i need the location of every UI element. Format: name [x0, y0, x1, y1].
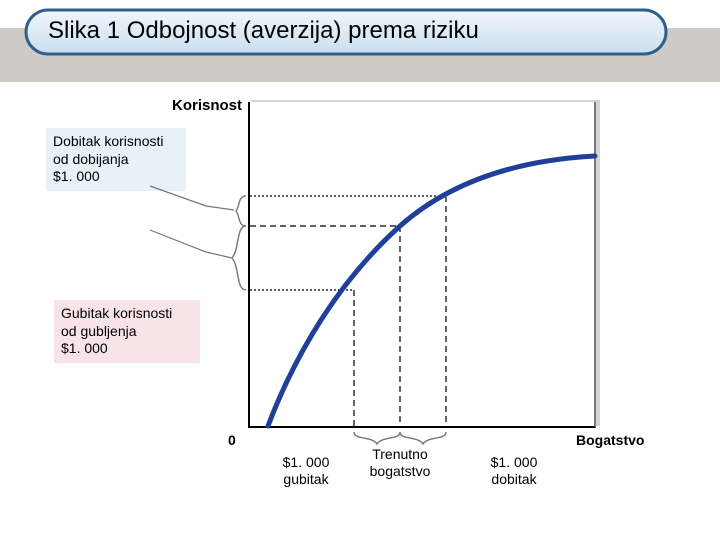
callout-loss-l1: Gubitak korisnosti: [61, 305, 193, 323]
callout-gain-l2: od dobijanja: [53, 151, 179, 169]
page-title: Slika 1 Odbojnost (averzija) prema rizik…: [26, 10, 666, 52]
x-gain-l1: $1. 000: [474, 454, 554, 471]
x-gain: $1. 000 dobitak: [474, 454, 554, 488]
x-loss-l2: gubitak: [266, 471, 346, 488]
page-root: Slika 1 Odbojnost (averzija) prema rizik…: [0, 0, 720, 540]
callout-gain-l3: $1. 000: [53, 168, 179, 186]
x-gain-l2: dobitak: [474, 471, 554, 488]
x-zero: 0: [228, 432, 236, 449]
callout-loss-l2: od gubljenja: [61, 323, 193, 341]
x-loss-l1: $1. 000: [266, 454, 346, 471]
x-current-l1: Trenutno: [352, 446, 448, 463]
x-loss: $1. 000 gubitak: [266, 454, 346, 488]
callout-gain: Dobitak korisnosti od dobijanja $1. 000: [46, 128, 186, 191]
callout-loss: Gubitak korisnosti od gubljenja $1. 000: [54, 300, 200, 363]
callout-gain-l1: Dobitak korisnosti: [53, 133, 179, 151]
plot-area: [248, 102, 596, 428]
x-current-l2: bogatstvo: [352, 463, 448, 480]
title-text: Slika 1 Odbojnost (averzija) prema rizik…: [48, 17, 479, 45]
y-axis-label: Korisnost: [170, 96, 244, 115]
callout-loss-l3: $1. 000: [61, 340, 193, 358]
y-axis-line: [248, 102, 250, 428]
x-axis-label: Bogatstvo: [576, 432, 644, 449]
x-current: Trenutno bogatstvo: [352, 446, 448, 480]
